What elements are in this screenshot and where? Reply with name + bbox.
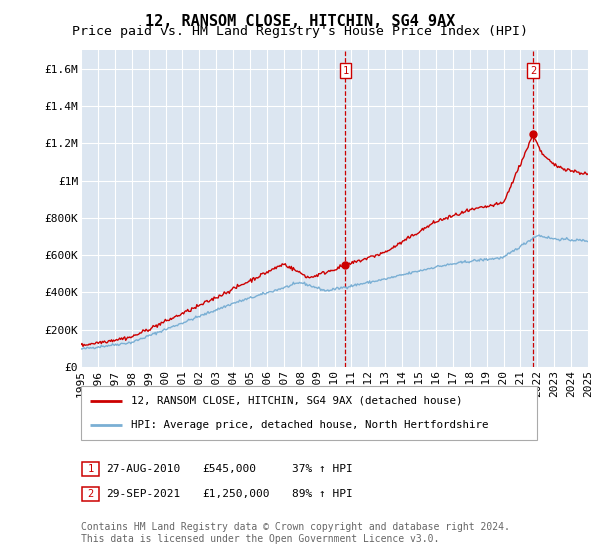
Text: 2: 2: [88, 489, 94, 499]
Text: 1: 1: [88, 464, 94, 474]
Text: £1,250,000: £1,250,000: [202, 489, 270, 499]
FancyBboxPatch shape: [82, 461, 99, 476]
Text: 1: 1: [343, 66, 349, 76]
Text: 37% ↑ HPI: 37% ↑ HPI: [292, 464, 353, 474]
Text: 29-SEP-2021: 29-SEP-2021: [106, 489, 181, 499]
Text: 12, RANSOM CLOSE, HITCHIN, SG4 9AX (detached house): 12, RANSOM CLOSE, HITCHIN, SG4 9AX (deta…: [131, 396, 463, 406]
Text: 2: 2: [530, 66, 536, 76]
Text: £545,000: £545,000: [202, 464, 256, 474]
Text: 27-AUG-2010: 27-AUG-2010: [106, 464, 181, 474]
Text: Price paid vs. HM Land Registry's House Price Index (HPI): Price paid vs. HM Land Registry's House …: [72, 25, 528, 38]
Text: Contains HM Land Registry data © Crown copyright and database right 2024.
This d: Contains HM Land Registry data © Crown c…: [81, 522, 510, 544]
Text: HPI: Average price, detached house, North Hertfordshire: HPI: Average price, detached house, Nort…: [131, 420, 488, 430]
FancyBboxPatch shape: [82, 487, 99, 501]
FancyBboxPatch shape: [81, 386, 537, 440]
Text: 89% ↑ HPI: 89% ↑ HPI: [292, 489, 353, 499]
Text: 12, RANSOM CLOSE, HITCHIN, SG4 9AX: 12, RANSOM CLOSE, HITCHIN, SG4 9AX: [145, 14, 455, 29]
